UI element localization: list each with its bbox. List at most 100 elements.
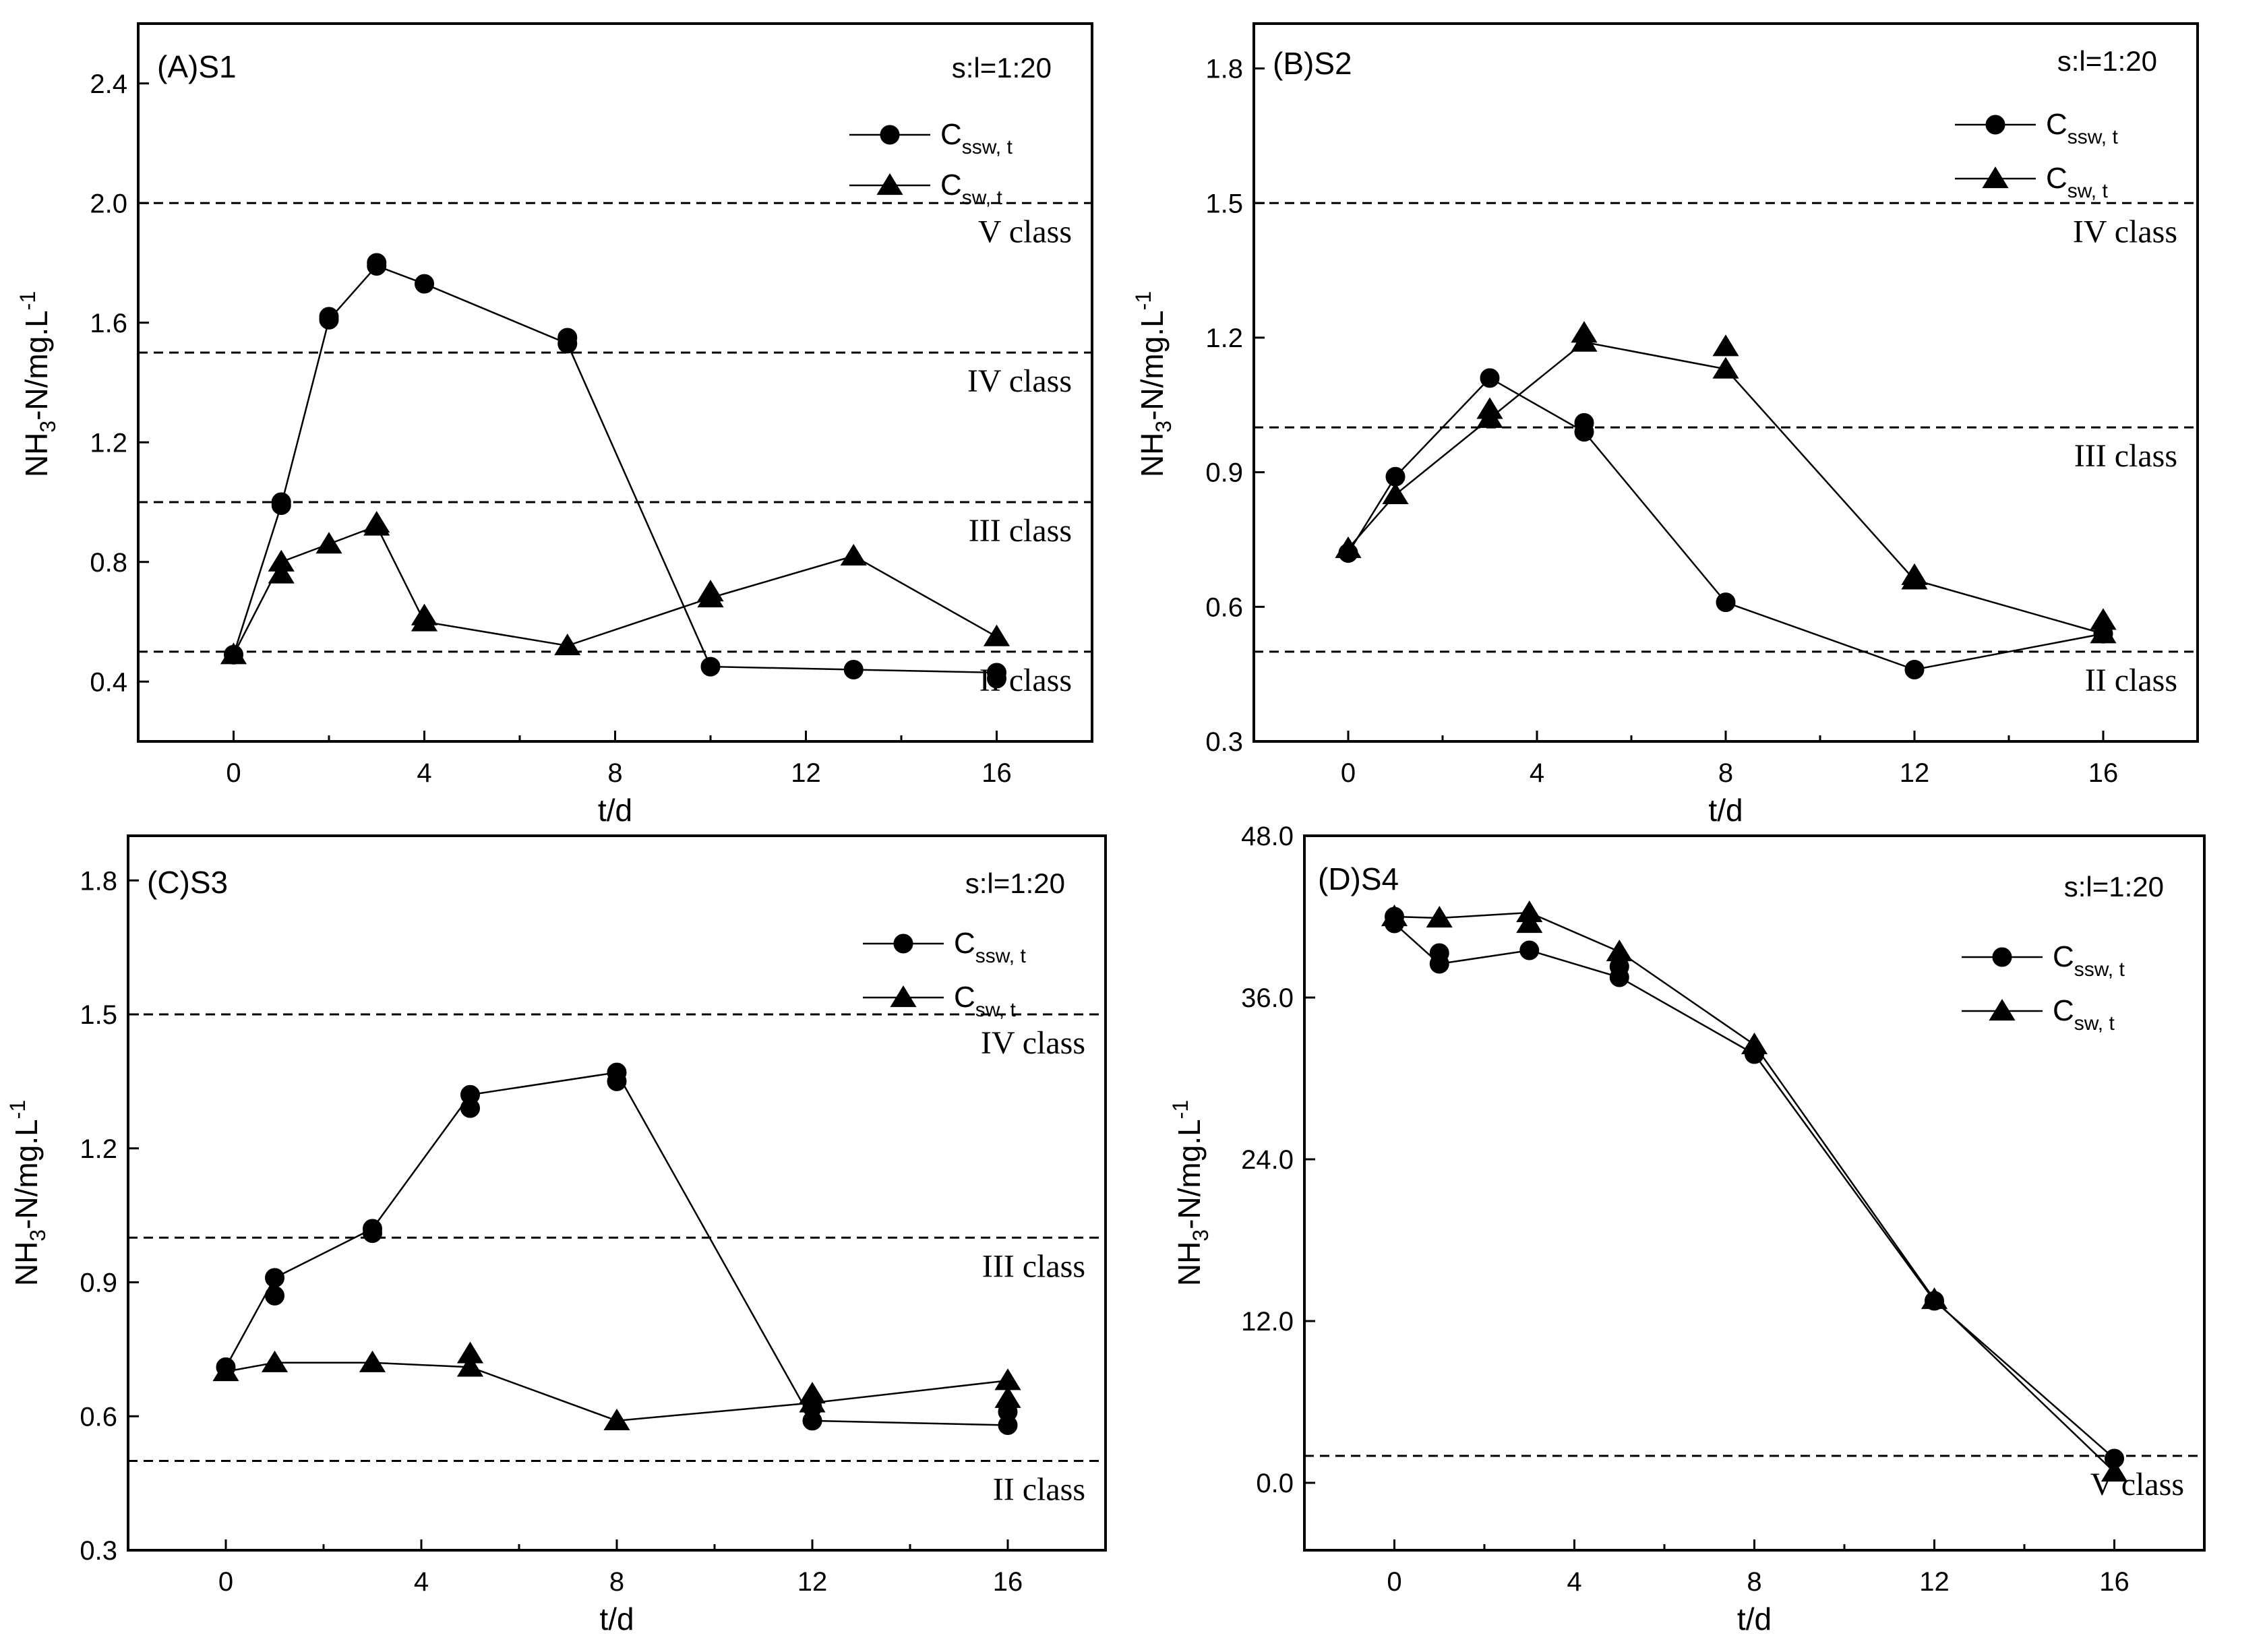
data-point-ssw [1480,368,1500,388]
y-tick-label: 1.5 [80,1000,117,1030]
replicate-point-ssw [363,1223,382,1244]
x-tick-label: 8 [1747,1567,1761,1597]
y-tick-label: 1.8 [1205,55,1243,84]
series-line-ssw [224,1071,1008,1426]
x-tick-label: 12 [1919,1567,1950,1597]
series-sw [212,1341,1021,1430]
replicate-point-ssw [460,1098,480,1118]
ratio-label: s:l=1:20 [2057,45,2157,77]
x-tick-label: 0 [1387,1567,1401,1597]
y-tick-label: 0.3 [1205,727,1243,757]
legend-item-sw: Csw, t [1962,994,2115,1035]
panel-title: (B)S2 [1273,46,1352,81]
x-tick-label: 12 [797,1567,828,1597]
data-point-sw [1382,482,1409,505]
legend-circle-marker [1992,947,2012,967]
data-point-ssw [415,274,434,294]
y-axis-label: NH3-N/mg.L-1 [1168,1100,1213,1286]
data-point-sw [603,1408,630,1430]
data-point-sw [554,634,581,656]
x-tick-label: 4 [417,758,431,788]
y-tick-label: 24.0 [1241,1145,1294,1175]
data-point-sw [1712,357,1739,379]
y-tick-label: 12.0 [1241,1307,1294,1337]
legend-item-sw: Csw, t [863,981,1016,1021]
x-tick-label: 16 [2099,1567,2130,1597]
legend-item-ssw: Cssw, t [1955,108,2118,148]
class-label: III class [2074,438,2177,474]
data-point-sw [220,642,247,665]
legend-item-ssw: Cssw, t [849,118,1013,158]
data-point-ssw [700,656,721,677]
panel-title: (C)S3 [147,865,228,900]
x-tick-label: 16 [2088,758,2119,788]
y-tick-label: 1.6 [90,309,127,338]
data-point-sw [1335,536,1362,558]
legend-circle-marker [893,934,913,954]
series-line-sw [1348,341,2104,635]
y-tick-label: 2.4 [90,69,127,99]
replicate-point-sw [268,561,295,584]
y-axis-label: NH3-N/mg.L-1 [1131,291,1176,477]
x-tick-label: 4 [414,1567,429,1597]
legend-label: Cssw, t [940,118,1013,158]
x-axis-label: t/d [599,1601,634,1636]
replicate-point-sw [799,1382,826,1404]
data-point-sw [1606,940,1633,962]
replicate-point-sw [411,603,438,625]
series-line-ssw [233,264,997,674]
legend-label: Cssw, t [2053,940,2125,981]
replicate-point-ssw [271,492,291,512]
replicate-point-ssw [607,1071,627,1091]
y-tick-label: 1.8 [80,866,117,896]
legend-circle-marker [880,125,900,145]
series-line-ssw [1393,923,2115,1459]
data-point-sw [261,1350,289,1372]
series-line-ssw [1347,377,2104,671]
y-tick-label: 0.8 [90,548,127,578]
y-tick-label: 1.2 [90,428,127,458]
y-axis-label: NH3-N/mg.L-1 [5,1100,50,1286]
legend-label: Cssw, t [2046,108,2118,148]
replicate-point-ssw [367,253,387,273]
replicate-point-ssw [557,328,578,348]
x-axis-label: t/d [1737,1601,1772,1636]
panel-a: 0 4 8 12 16 0.4 0.8 1.2 1.6 2.0 2.4 t/d NH3-N/mg.L-1… [16,22,1093,828]
series-ssw [1338,368,2113,679]
legend-label: Csw, t [940,169,1002,209]
replicate-point-ssw [319,307,339,327]
series-sw [1335,321,2117,644]
replicate-point-sw [1712,334,1739,357]
legend-triangle-marker [876,173,903,195]
replicate-point-sw [1516,911,1543,934]
series-sw [220,511,1010,665]
replicate-point-sw [697,580,724,602]
data-point-ssw [1904,660,1925,679]
x-tick-label: 12 [1900,758,1930,788]
series-line-sw [233,524,998,655]
data-point-sw [315,532,342,554]
x-tick-label: 4 [1567,1567,1581,1597]
replicate-point-ssw [265,1285,284,1306]
replicate-point-sw [2090,608,2117,630]
legend-label: Csw, t [2046,162,2108,202]
x-tick-label: 16 [982,758,1012,788]
class-label: III class [969,513,1072,549]
data-point-sw [983,624,1010,646]
legend-triangle-marker [1989,999,2016,1021]
data-point-sw [2090,621,2117,644]
data-point-sw [1741,1033,1768,1055]
series-line-sw [1394,911,2115,1473]
y-tick-label: 0.6 [1205,592,1243,622]
series-sw [1381,900,2128,1482]
x-tick-label: 8 [607,758,622,788]
class-label: II class [2085,663,2177,698]
data-point-sw [212,1359,239,1382]
panel-title: (D)S4 [1318,861,1399,896]
data-point-sw [1381,905,1408,927]
ratio-label: s:l=1:20 [2064,871,2164,903]
replicate-point-sw [456,1341,484,1364]
legend-label: Csw, t [954,981,1016,1021]
y-tick-label: 2.0 [90,189,127,218]
